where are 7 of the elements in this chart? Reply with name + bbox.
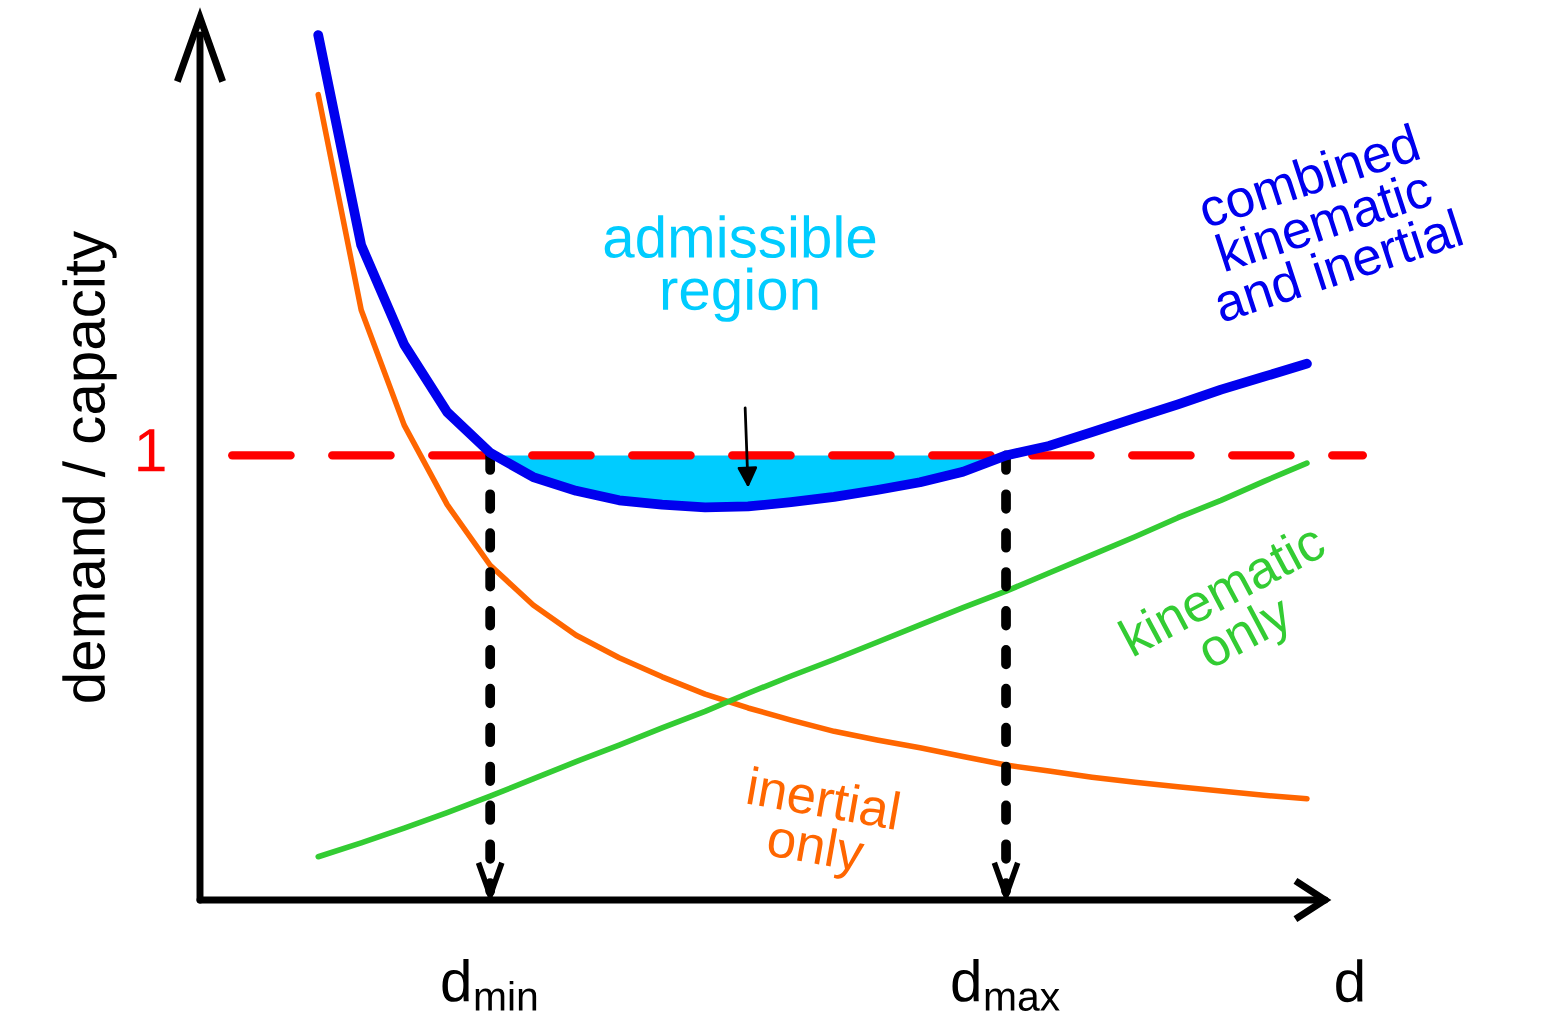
y-axis-title: demand / capacity (62, 230, 117, 702)
x-tick-label: d$_{min}$ (442, 959, 537, 1011)
ref-line-label: 1 (138, 429, 165, 472)
text: inertial only (747, 766, 901, 883)
x-axis-title: d (1336, 959, 1363, 1003)
x-tick-label: d$_{max}$ (952, 959, 1060, 1011)
annotation: admissible region (604, 215, 876, 322)
